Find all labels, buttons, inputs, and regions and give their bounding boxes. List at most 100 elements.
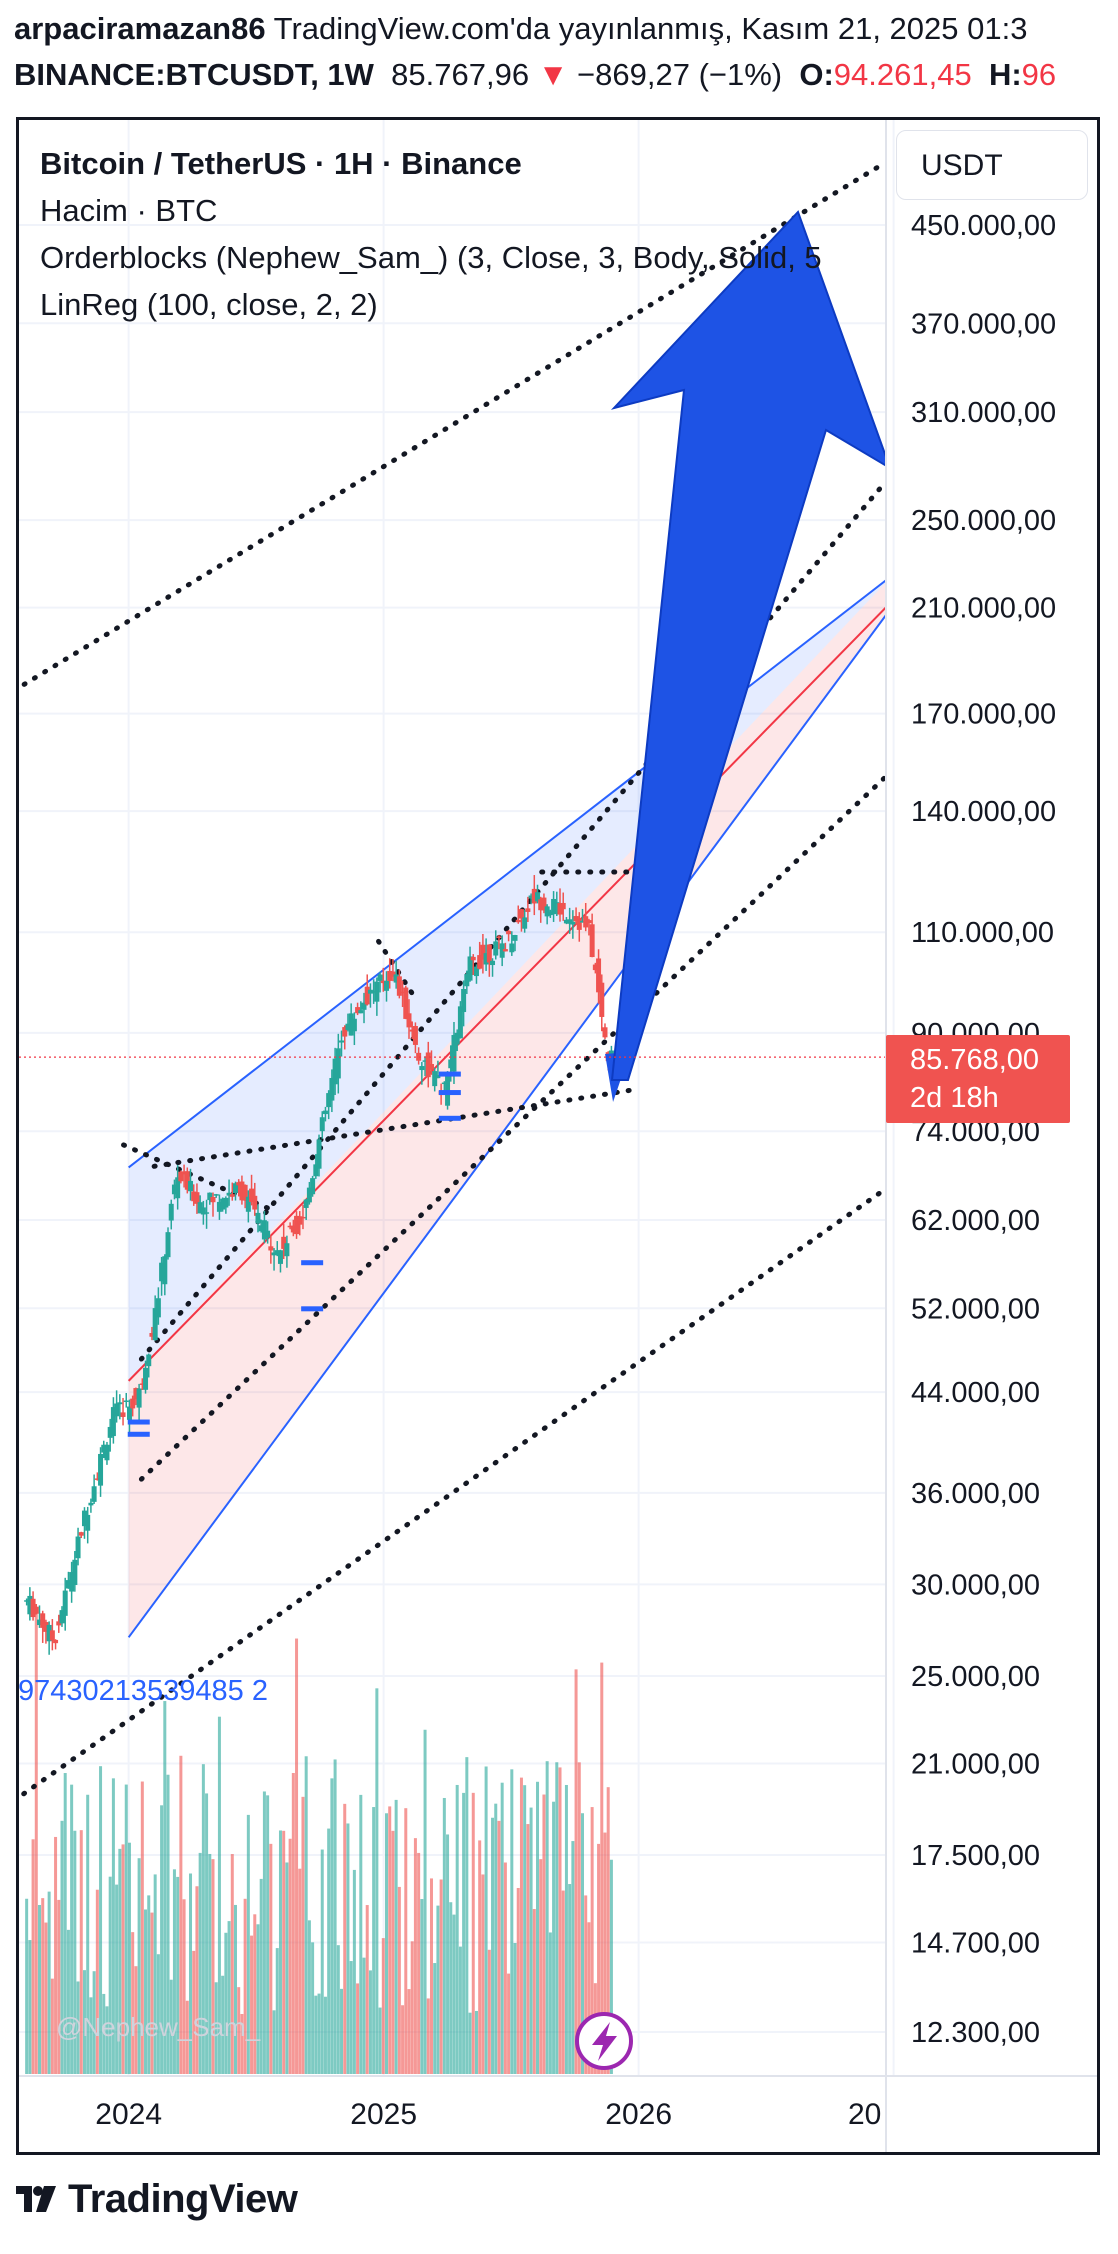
candle[interactable] (316, 1134, 322, 1177)
candle[interactable] (162, 1254, 168, 1296)
candle[interactable] (258, 1219, 264, 1233)
candle[interactable] (249, 1174, 255, 1206)
candle[interactable] (355, 1002, 361, 1016)
currency-unit-button[interactable]: USDT (896, 130, 1088, 200)
candle[interactable] (567, 907, 573, 934)
candle[interactable] (374, 977, 380, 1016)
candle[interactable] (53, 1639, 59, 1650)
candle[interactable] (69, 1561, 75, 1603)
candle[interactable] (351, 1012, 357, 1046)
candle[interactable] (502, 942, 508, 952)
candle[interactable] (133, 1387, 139, 1406)
candle[interactable] (268, 1235, 274, 1264)
candle[interactable] (232, 1181, 238, 1201)
candle[interactable] (261, 1210, 267, 1244)
candle[interactable] (207, 1192, 213, 1205)
candle[interactable] (377, 971, 383, 993)
candle[interactable] (496, 935, 502, 950)
candle[interactable] (165, 1227, 171, 1260)
candle[interactable] (464, 970, 470, 994)
candle[interactable] (110, 1397, 116, 1444)
candle[interactable] (490, 958, 496, 977)
candle[interactable] (242, 1184, 248, 1209)
candle[interactable] (178, 1170, 184, 1184)
candle[interactable] (210, 1192, 216, 1217)
candle[interactable] (277, 1249, 283, 1273)
candle[interactable] (85, 1506, 91, 1544)
candle[interactable] (538, 896, 544, 923)
candle[interactable] (358, 1001, 364, 1014)
candle[interactable] (579, 908, 585, 923)
candle[interactable] (24, 1598, 30, 1606)
candle[interactable] (152, 1295, 158, 1341)
candle[interactable] (294, 1211, 300, 1239)
candle[interactable] (146, 1353, 152, 1378)
legend-title[interactable]: Bitcoin / TetherUS · 1H · Binance (40, 146, 522, 181)
candle[interactable] (290, 1219, 296, 1237)
candle[interactable] (535, 884, 541, 904)
candle[interactable] (509, 931, 515, 956)
candle[interactable] (454, 1029, 460, 1052)
tradingview-logo[interactable]: TradingView (16, 2174, 298, 2224)
candle[interactable] (602, 1023, 608, 1040)
author-name[interactable]: arpaciramazan86 (14, 11, 266, 46)
candle[interactable] (287, 1222, 293, 1230)
candle[interactable] (422, 1056, 428, 1077)
candle[interactable] (551, 891, 557, 922)
candle[interactable] (554, 891, 560, 917)
candle[interactable] (143, 1360, 149, 1394)
candle[interactable] (425, 1041, 431, 1088)
candle[interactable] (531, 875, 537, 916)
candle[interactable] (332, 1047, 338, 1096)
candle[interactable] (428, 1050, 434, 1075)
candle[interactable] (81, 1507, 87, 1539)
candle[interactable] (522, 909, 528, 933)
candle[interactable] (592, 962, 598, 974)
candle[interactable] (412, 1022, 418, 1054)
candle[interactable] (506, 929, 512, 942)
candle[interactable] (181, 1164, 187, 1188)
candle[interactable] (120, 1397, 126, 1426)
candle[interactable] (223, 1196, 229, 1214)
candle[interactable] (470, 954, 476, 975)
candle[interactable] (586, 918, 592, 936)
candle[interactable] (326, 1090, 332, 1120)
candle[interactable] (123, 1392, 129, 1408)
candle[interactable] (216, 1194, 222, 1220)
candle[interactable] (300, 1204, 306, 1230)
candle[interactable] (390, 959, 396, 982)
candle[interactable] (56, 1614, 62, 1633)
candle[interactable] (544, 904, 550, 925)
candle[interactable] (191, 1184, 197, 1206)
candle[interactable] (297, 1211, 303, 1236)
candle[interactable] (477, 941, 483, 970)
candle[interactable] (483, 938, 489, 971)
candle[interactable] (88, 1498, 94, 1513)
candle[interactable] (65, 1571, 71, 1589)
candle[interactable] (168, 1199, 174, 1230)
candle[interactable] (155, 1287, 161, 1325)
candle[interactable] (30, 1591, 36, 1621)
candle[interactable] (281, 1223, 287, 1260)
candle[interactable] (98, 1447, 104, 1497)
legend-linreg[interactable]: LinReg (100, close, 2, 2) (40, 287, 378, 322)
candle[interactable] (364, 974, 370, 1006)
candle[interactable] (37, 1605, 43, 1628)
candle[interactable] (229, 1182, 235, 1201)
candle[interactable] (371, 979, 377, 1004)
candle[interactable] (271, 1248, 277, 1271)
symbol[interactable]: BINANCE:BTCUSDT, 1W (14, 57, 374, 92)
candle[interactable] (435, 1060, 441, 1079)
candle[interactable] (403, 985, 409, 1020)
candle[interactable] (139, 1378, 145, 1390)
candle[interactable] (409, 1021, 415, 1040)
candle[interactable] (525, 896, 531, 923)
candle[interactable] (236, 1179, 242, 1197)
legend-orderblocks[interactable]: Orderblocks (Nephew_Sam_) (3, Close, 3, … (40, 240, 822, 275)
candle[interactable] (515, 905, 521, 924)
candle[interactable] (361, 992, 367, 1024)
candle[interactable] (59, 1606, 65, 1627)
candle[interactable] (130, 1395, 136, 1417)
candle[interactable] (493, 930, 499, 960)
